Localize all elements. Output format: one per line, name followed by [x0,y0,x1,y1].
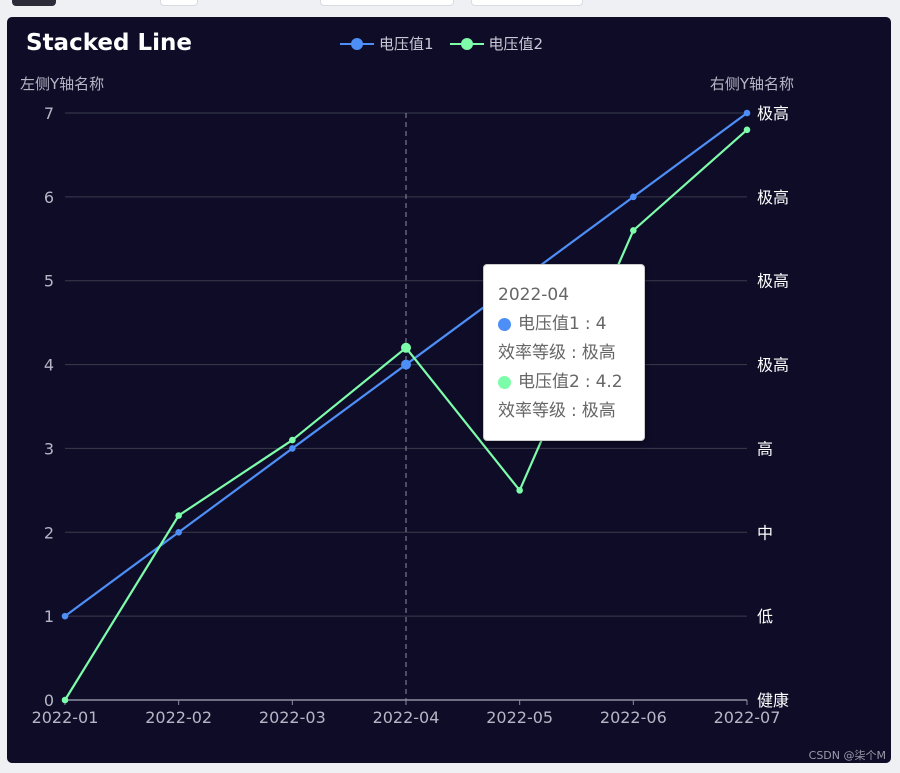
y-right-tick-label: 低 [757,607,773,626]
y-right-tick-label: 中 [757,523,773,542]
tooltip-series-name: 电压值1 [518,314,580,334]
chart-title: Stacked Line [26,30,192,56]
series-1-point [743,109,751,117]
tooltip-separator: : [584,372,591,392]
right-y-axis-name: 右侧Y轴名称 [709,75,794,93]
series-dot-icon [498,318,511,331]
legend-label: 电压值2 [488,35,544,53]
series-1-point [61,612,69,620]
y-left-tick-label: 4 [44,356,54,375]
x-tick-label: 2022-02 [145,708,212,727]
series-1-point [289,445,296,452]
series-1-point [630,193,637,201]
x-tick-label: 2022-03 [259,708,326,727]
top-toolbar-strip [0,0,900,14]
series-2-point [743,126,751,134]
series-2-point [175,512,182,519]
toolbar-chip[interactable] [12,0,56,6]
tooltip-title: 2022-04 [498,285,570,305]
tooltip-separator: : [584,314,591,334]
y-right-tick-label: 高 [757,439,773,458]
series-2-point [630,227,637,234]
y-right-tick-label: 极高 [757,272,789,291]
y-left-tick-label: 0 [44,691,54,710]
y-left-tick-label: 2 [44,523,54,542]
x-tick-label: 2022-04 [373,708,440,727]
series-2-point [61,696,69,704]
legend-line-dot-icon [449,37,484,50]
tooltip-series-row: 电压值2 : 4.2 [498,368,630,397]
series-2-point [401,342,411,353]
x-tick-label: 2022-07 [714,708,781,727]
x-tick-label: 2022-06 [600,708,667,727]
x-tick-label: 2022-01 [32,708,99,727]
y-right-tick-label: 极高 [757,188,789,207]
tooltip-grade-label: 效率等级 [498,401,566,421]
tooltip-series-value: 4 [595,314,607,334]
watermark: CSDN @柒个M [808,749,886,762]
toolbar-chip[interactable] [160,0,198,6]
y-left-tick-label: 1 [44,607,54,626]
legend-label: 电压值1 [379,35,434,53]
toolbar-chip[interactable] [320,0,454,6]
tooltip-grade-row: 效率等级 : 极高 [498,339,630,368]
chart-tooltip: 2022-04 电压值1 : 4 效率等级 : 极高 电压值2 : 4.2 效率… [483,264,645,441]
series-1-point [401,359,411,370]
series-1-point [175,528,182,536]
tooltip-series-row: 电压值1 : 4 [498,310,630,339]
tooltip-separator: : [571,401,577,421]
legend-dot-2 [460,37,473,50]
tooltip-grade-value: 极高 [581,343,616,363]
toolbar-chip[interactable] [471,0,583,6]
chart-panel [7,17,891,763]
legend-item-series-1[interactable]: 电压值1 [340,33,434,54]
legend-line-dot-icon [340,37,374,50]
x-tick-label: 2022-05 [486,708,553,727]
series-2-point [516,487,523,494]
legend-item-series-2[interactable]: 电压值2 [449,33,544,54]
tooltip-grade-label: 效率等级 [498,343,566,363]
y-left-tick-label: 5 [44,272,54,291]
tooltip-grade-value: 极高 [581,401,616,421]
tooltip-series-name: 电压值2 [518,372,580,392]
left-y-axis-name: 左侧Y轴名称 [20,75,105,93]
chart-legend: 电压值1 电压值2 [340,33,543,54]
y-left-tick-label: 6 [44,188,54,207]
tooltip-separator: : [571,343,577,363]
y-right-tick-label: 健康 [757,691,789,710]
y-left-tick-label: 3 [44,439,54,458]
y-right-tick-label: 极高 [757,104,789,123]
y-right-tick-label: 极高 [757,356,789,375]
series-2-point [289,436,296,444]
legend-dot-1 [351,37,363,50]
tooltip-grade-row: 效率等级 : 极高 [498,397,630,426]
series-dot-icon [498,376,511,389]
y-left-tick-label: 7 [44,104,54,123]
tooltip-series-value: 4.2 [595,372,623,392]
